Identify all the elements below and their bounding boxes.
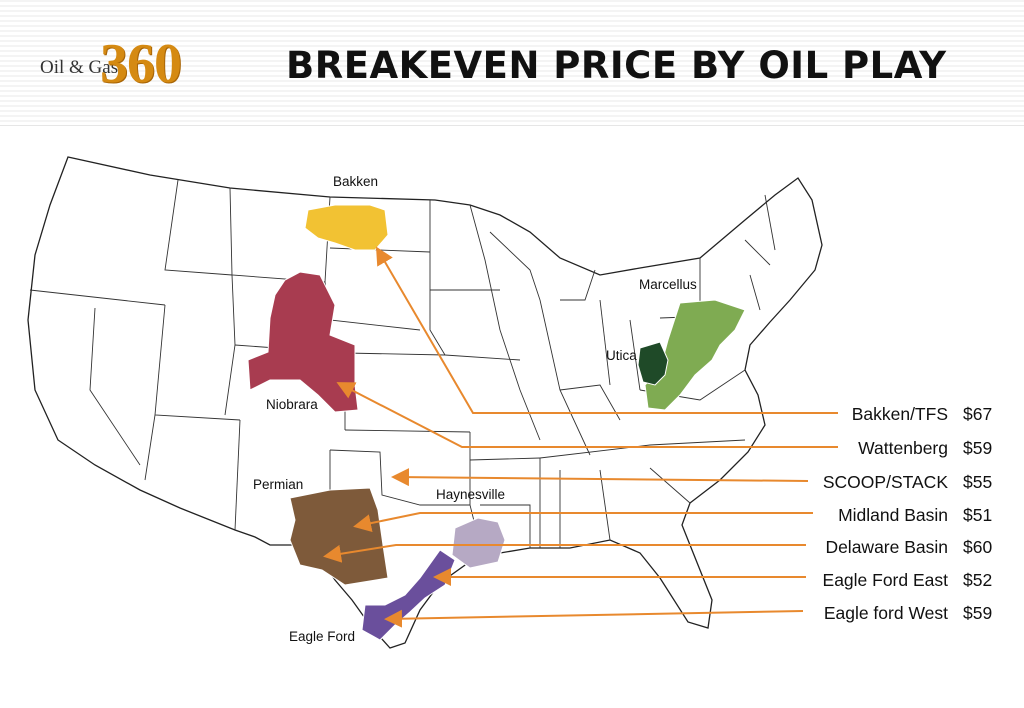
utica-region (637, 341, 669, 386)
breakeven-row: Wattenberg $59 (760, 436, 1022, 460)
arrow-bakken (375, 246, 838, 414)
play-name: Eagle Ford East (822, 570, 948, 590)
play-name: SCOOP/STACK (822, 472, 948, 492)
map-label-marcellus: Marcellus (639, 277, 697, 292)
breakeven-row: SCOOP/STACK $55 (760, 470, 1022, 494)
breakeven-price: $67 (963, 404, 993, 424)
breakeven-price: $55 (963, 472, 993, 492)
play-name: Midland Basin (838, 505, 948, 525)
arrow-delaware (323, 544, 806, 563)
breakeven-price: $51 (963, 505, 993, 525)
breakeven-price: $60 (963, 537, 993, 557)
bakken-region (304, 204, 389, 251)
breakeven-row: Midland Basin $51 (760, 503, 1022, 527)
header-banner: Oil & Gas 360 BREAKEVEN PRICE BY OIL PLA… (0, 0, 1024, 126)
play-name: Bakken/TFS (851, 404, 948, 424)
breakeven-price: $59 (963, 438, 993, 458)
niobrara-region (247, 271, 359, 413)
haynesville-region (451, 517, 506, 569)
play-name: Delaware Basin (825, 537, 948, 557)
map-label-niobrara: Niobrara (266, 397, 318, 412)
map-label-utica: Utica (606, 348, 637, 363)
breakeven-price: $59 (963, 603, 993, 623)
map-label-eagle-ford: Eagle Ford (289, 629, 355, 644)
arrow-wattenberg (336, 382, 838, 448)
logo-small-text: Oil & Gas (40, 57, 119, 78)
arrow-eagle-ford-west (384, 609, 804, 628)
map-label-permian: Permian (253, 477, 303, 492)
breakeven-price: $52 (963, 570, 993, 590)
map-label-bakken: Bakken (333, 174, 378, 189)
breakeven-row: Eagle Ford East $52 (760, 568, 1022, 592)
map-label-haynesville: Haynesville (436, 487, 505, 502)
play-name: Wattenberg (858, 438, 948, 458)
breakeven-row: Bakken/TFS $67 (760, 402, 1022, 426)
play-name: Eagle ford West (823, 603, 948, 623)
logo-big-text: 360 (100, 33, 182, 95)
permian-region (289, 487, 389, 586)
arrow-midland (353, 512, 813, 532)
breakeven-row: Eagle ford West $59 (760, 601, 1022, 625)
arrow-scoop-stack (391, 468, 809, 487)
page-title: BREAKEVEN PRICE BY OIL PLAY (286, 44, 947, 87)
breakeven-row: Delaware Basin $60 (760, 535, 1022, 559)
us-map: Bakken Niobrara Permian Haynesville Eagl… (27, 156, 838, 649)
